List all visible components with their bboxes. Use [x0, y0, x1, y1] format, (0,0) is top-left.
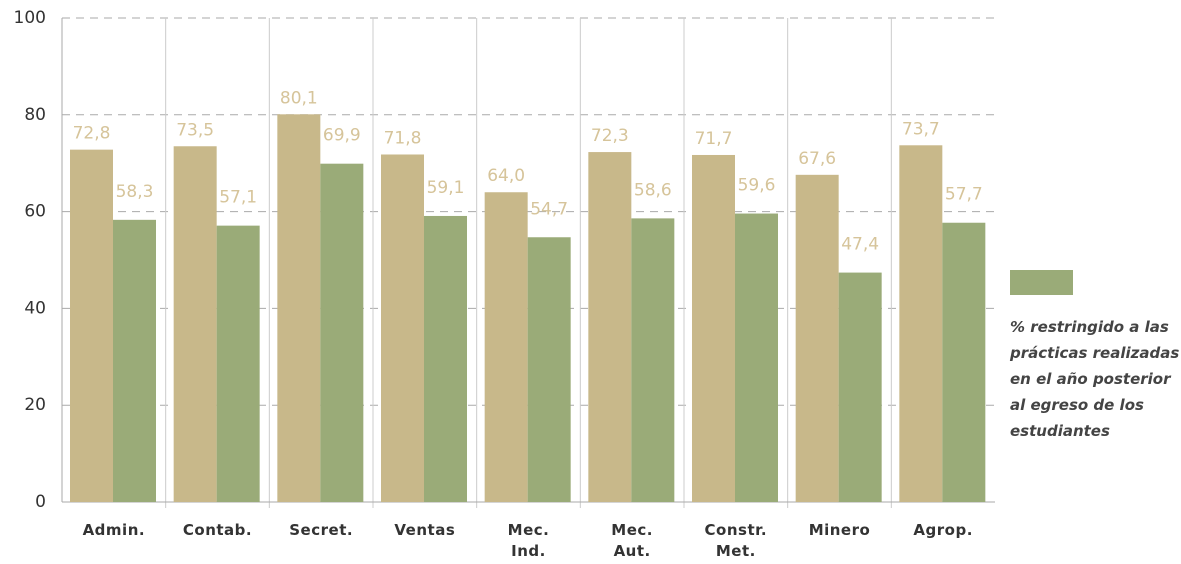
bar — [838, 272, 882, 502]
bar — [216, 225, 260, 503]
bar — [795, 174, 839, 503]
value-label: 58,3 — [116, 182, 154, 202]
bar — [70, 149, 113, 502]
value-label: 72,8 — [73, 124, 111, 144]
value-label: 73,5 — [176, 120, 214, 140]
legend-label: % restringido a las prácticas realizadas… — [1010, 318, 1180, 440]
bar — [320, 163, 364, 502]
value-label: 71,7 — [695, 129, 733, 149]
value-label: 54,7 — [530, 199, 568, 219]
bar — [277, 114, 321, 502]
y-tick-label: 40 — [24, 298, 46, 318]
value-label: 57,7 — [945, 185, 983, 205]
bar — [484, 192, 528, 503]
y-tick-label: 0 — [35, 492, 46, 512]
bar — [631, 218, 675, 502]
value-label: 67,6 — [798, 149, 836, 169]
bar — [692, 154, 735, 503]
x-tick-label: Contab. — [182, 521, 253, 539]
value-label: 80,1 — [280, 88, 318, 108]
legend-swatch — [1010, 270, 1073, 295]
x-tick-label: Ventas — [394, 521, 456, 539]
y-tick-label: 100 — [14, 8, 46, 28]
value-label: 72,3 — [591, 126, 629, 146]
y-tick-label: 60 — [24, 202, 46, 222]
bar — [735, 213, 778, 502]
bar — [173, 146, 217, 502]
x-tick-label: Minero — [808, 521, 871, 539]
value-label: 47,4 — [841, 235, 879, 255]
y-tick-label: 80 — [24, 105, 46, 125]
x-tick-label: Admin. — [82, 521, 146, 539]
bar — [899, 145, 943, 503]
value-label: 58,6 — [634, 180, 672, 200]
x-tick-label: Mec. Ind. — [507, 521, 550, 560]
bar — [527, 237, 571, 502]
bar — [588, 152, 632, 502]
value-label: 57,1 — [219, 188, 257, 208]
y-tick-label: 20 — [24, 395, 46, 415]
value-label: 59,1 — [427, 178, 465, 198]
x-tick-label: Constr. Met. — [704, 521, 768, 560]
value-label: 64,0 — [487, 166, 525, 186]
value-label: 69,9 — [323, 126, 361, 146]
bar — [424, 215, 467, 502]
bar — [113, 219, 156, 502]
value-label: 59,6 — [738, 176, 776, 196]
x-tick-label: Mec. Aut. — [611, 521, 653, 560]
value-label: 73,7 — [902, 119, 940, 139]
value-label: 71,8 — [384, 128, 422, 148]
bar — [381, 154, 424, 502]
x-tick-label: Agrop. — [913, 521, 973, 539]
bar — [942, 222, 986, 502]
x-tick-label: Secret. — [289, 521, 354, 539]
